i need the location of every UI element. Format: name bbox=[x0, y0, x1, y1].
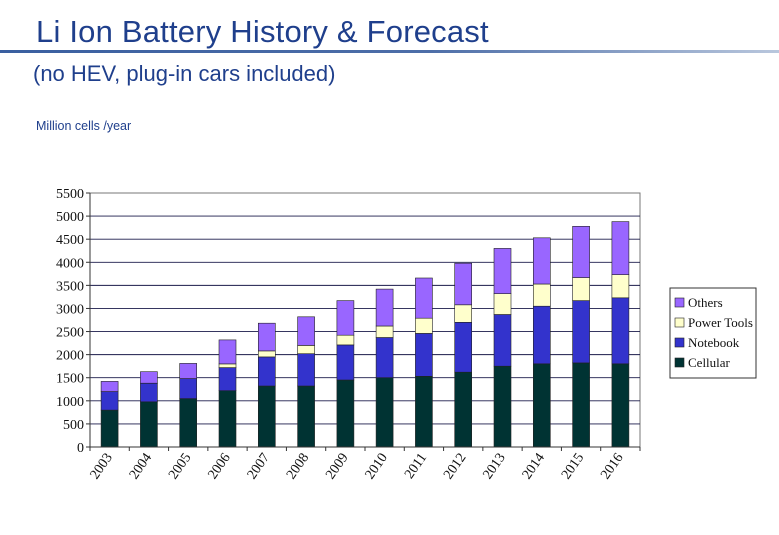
x-tick-label: 2004 bbox=[127, 451, 155, 483]
x-tick-label: 2013 bbox=[480, 451, 508, 483]
bar-others bbox=[297, 316, 315, 346]
y-tick-label: 500 bbox=[63, 418, 84, 433]
bar-cellular bbox=[336, 379, 355, 448]
bar-others bbox=[257, 322, 276, 352]
bar-power-tools bbox=[611, 274, 630, 299]
bar-cellular bbox=[454, 371, 473, 448]
bar-cellular bbox=[257, 385, 276, 448]
bar-cellular bbox=[493, 365, 512, 448]
x-tick-label: 2006 bbox=[205, 451, 233, 483]
legend-swatch bbox=[674, 357, 685, 368]
y-tick-label: 4000 bbox=[56, 256, 84, 271]
bar-power-tools bbox=[375, 325, 394, 338]
bar-cellular bbox=[415, 375, 433, 448]
y-tick-label: 5500 bbox=[56, 187, 84, 202]
bar-others bbox=[493, 248, 512, 294]
bar-others bbox=[611, 221, 630, 276]
bar-cellular bbox=[532, 363, 551, 448]
bar-cellular bbox=[611, 363, 630, 448]
bar-power-tools bbox=[218, 363, 237, 368]
bar-others bbox=[336, 300, 355, 336]
x-tick-label: 2008 bbox=[284, 451, 312, 483]
legend-box bbox=[669, 287, 757, 379]
y-tick-label: 2000 bbox=[56, 349, 84, 364]
bar-notebook bbox=[493, 314, 512, 367]
bar-others bbox=[454, 262, 473, 306]
legend: Others Power Tools Notebook Cellular bbox=[669, 287, 757, 379]
y-tick-label: 2500 bbox=[56, 326, 84, 341]
legend-swatch bbox=[674, 317, 685, 328]
bar-notebook bbox=[297, 353, 315, 387]
bar-others bbox=[532, 237, 551, 285]
bar-cellular bbox=[218, 390, 237, 448]
y-tick-label: 3500 bbox=[56, 279, 84, 294]
x-tick-label: 2010 bbox=[363, 451, 391, 483]
bar-notebook bbox=[611, 297, 630, 365]
x-tick-label: 2007 bbox=[245, 451, 273, 483]
bar-power-tools bbox=[415, 317, 433, 334]
bar-others bbox=[100, 381, 119, 392]
x-tick-label: 2014 bbox=[520, 451, 548, 483]
bar-notebook bbox=[218, 367, 237, 392]
bar-power-tools bbox=[493, 293, 512, 315]
bar-notebook bbox=[532, 305, 551, 365]
bar-power-tools bbox=[297, 345, 315, 354]
y-tick-label: 0 bbox=[77, 441, 84, 456]
legend-label: Cellular bbox=[688, 355, 731, 370]
y-tick-label: 1500 bbox=[56, 372, 84, 387]
bar-notebook bbox=[454, 321, 473, 373]
bar-notebook bbox=[415, 333, 433, 377]
bar-cellular bbox=[572, 362, 590, 448]
x-tick-label: 2012 bbox=[441, 451, 469, 483]
bar-cellular bbox=[297, 385, 315, 448]
page-title: Li Ion Battery History & Forecast bbox=[36, 14, 489, 49]
y-tick-label: 3000 bbox=[56, 302, 84, 317]
legend-swatch bbox=[674, 337, 685, 348]
bar-power-tools bbox=[572, 277, 590, 301]
legend-label: Others bbox=[688, 295, 723, 310]
x-tick-label: 2016 bbox=[598, 451, 626, 483]
legend-label: Power Tools bbox=[688, 315, 753, 330]
x-tick-label: 2003 bbox=[88, 451, 116, 483]
y-tick-label: 1000 bbox=[56, 395, 84, 410]
bar-others bbox=[572, 226, 590, 278]
bar-power-tools bbox=[532, 283, 551, 307]
x-tick-label: 2011 bbox=[402, 451, 430, 482]
bar-others bbox=[179, 363, 197, 379]
y-axis-units-label: Million cells /year bbox=[36, 119, 132, 133]
bar-power-tools bbox=[454, 304, 473, 323]
y-tick-label: 5000 bbox=[56, 210, 84, 225]
bar-others bbox=[415, 277, 433, 319]
plot-area bbox=[89, 192, 641, 448]
x-tick-label: 2005 bbox=[166, 451, 194, 483]
legend-label: Notebook bbox=[688, 335, 740, 350]
gridlines bbox=[89, 192, 641, 448]
y-tick-label: 4500 bbox=[56, 233, 84, 248]
bar-cellular bbox=[375, 377, 394, 448]
bar-cellular bbox=[100, 409, 119, 448]
bar-notebook bbox=[179, 378, 197, 399]
title-divider bbox=[0, 50, 779, 53]
bar-notebook bbox=[572, 300, 590, 364]
bar-power-tools bbox=[336, 334, 355, 346]
bar-others bbox=[218, 339, 237, 365]
bar-notebook bbox=[336, 344, 355, 381]
bar-stacks bbox=[100, 221, 630, 448]
bar-notebook bbox=[257, 356, 276, 387]
page-subtitle: (no HEV, plug-in cars included) bbox=[33, 61, 336, 86]
bar-others bbox=[140, 371, 158, 384]
x-tick-label: 2015 bbox=[559, 451, 587, 483]
bar-others bbox=[375, 288, 394, 327]
bar-power-tools bbox=[257, 350, 276, 358]
bar-notebook bbox=[140, 382, 158, 403]
bar-cellular bbox=[140, 401, 158, 448]
bar-cellular bbox=[179, 398, 197, 448]
bar-notebook bbox=[375, 337, 394, 379]
bar-notebook bbox=[100, 391, 119, 411]
x-tick-label: 2009 bbox=[323, 451, 351, 483]
legend-swatch bbox=[674, 297, 685, 308]
